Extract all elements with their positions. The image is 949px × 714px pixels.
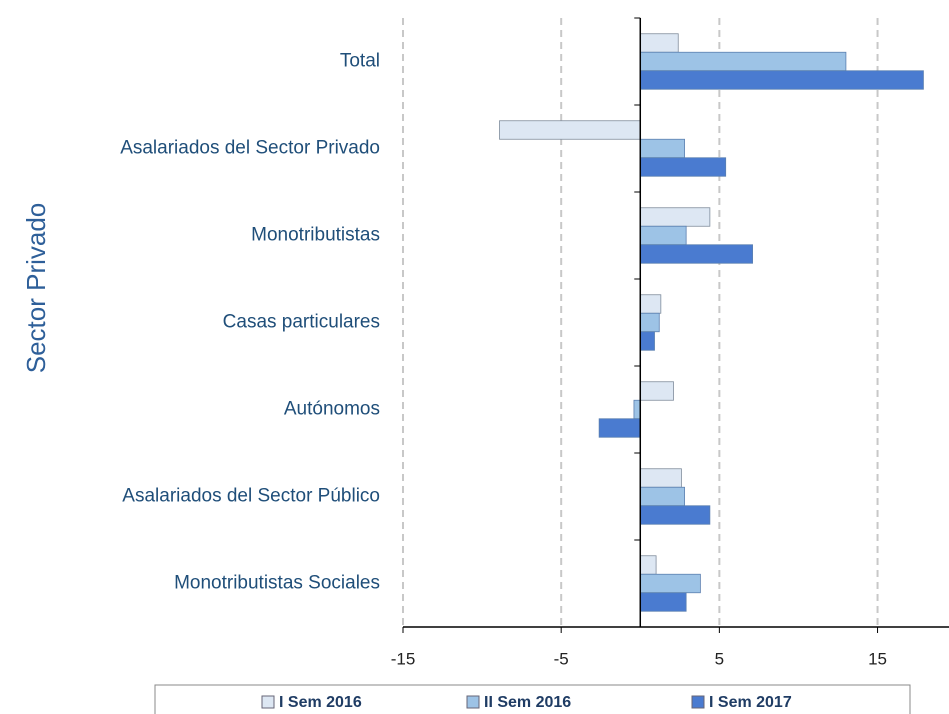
bar xyxy=(639,592,687,612)
legend-swatch xyxy=(261,695,275,709)
y-tick-label: Asalariados del Sector Privado xyxy=(120,138,380,159)
legend-label: II Sem 2016 xyxy=(484,694,571,711)
legend-label: I Sem 2016 xyxy=(279,694,362,711)
bar xyxy=(639,157,727,177)
bar xyxy=(639,573,701,594)
bar xyxy=(598,418,641,438)
bar xyxy=(639,51,847,72)
bar xyxy=(639,486,685,507)
y-tick-label: Monotributistas xyxy=(251,225,380,246)
legend-swatch xyxy=(466,695,480,709)
bar xyxy=(499,120,641,140)
y-tick-label: Asalariados del Sector Público xyxy=(122,486,380,507)
bar xyxy=(639,505,711,525)
y-axis-label: Sector Privado xyxy=(21,203,51,374)
bar xyxy=(639,33,679,53)
y-tick-label: Casas particulares xyxy=(223,312,380,333)
x-tick-label: -15 xyxy=(391,649,416,668)
legend-label: I Sem 2017 xyxy=(709,694,792,711)
bar xyxy=(639,331,655,351)
y-tick-label: Monotributistas Sociales xyxy=(174,573,380,594)
bar xyxy=(639,138,685,159)
bar xyxy=(639,244,753,264)
legend-swatch xyxy=(691,695,705,709)
bar xyxy=(639,294,662,314)
y-tick-label: Total xyxy=(340,51,380,72)
bar xyxy=(639,381,674,401)
x-tick-label: -5 xyxy=(554,649,569,668)
y-tick-label: Autónomos xyxy=(284,399,380,420)
x-tick-label: 15 xyxy=(868,649,887,668)
bar xyxy=(639,225,687,246)
bar xyxy=(639,70,924,90)
bar xyxy=(633,399,641,420)
bar xyxy=(639,468,682,488)
x-tick-label: 5 xyxy=(715,649,724,668)
bar xyxy=(639,207,711,227)
bar xyxy=(639,312,660,333)
bar xyxy=(639,555,657,575)
legend-box xyxy=(154,684,911,714)
